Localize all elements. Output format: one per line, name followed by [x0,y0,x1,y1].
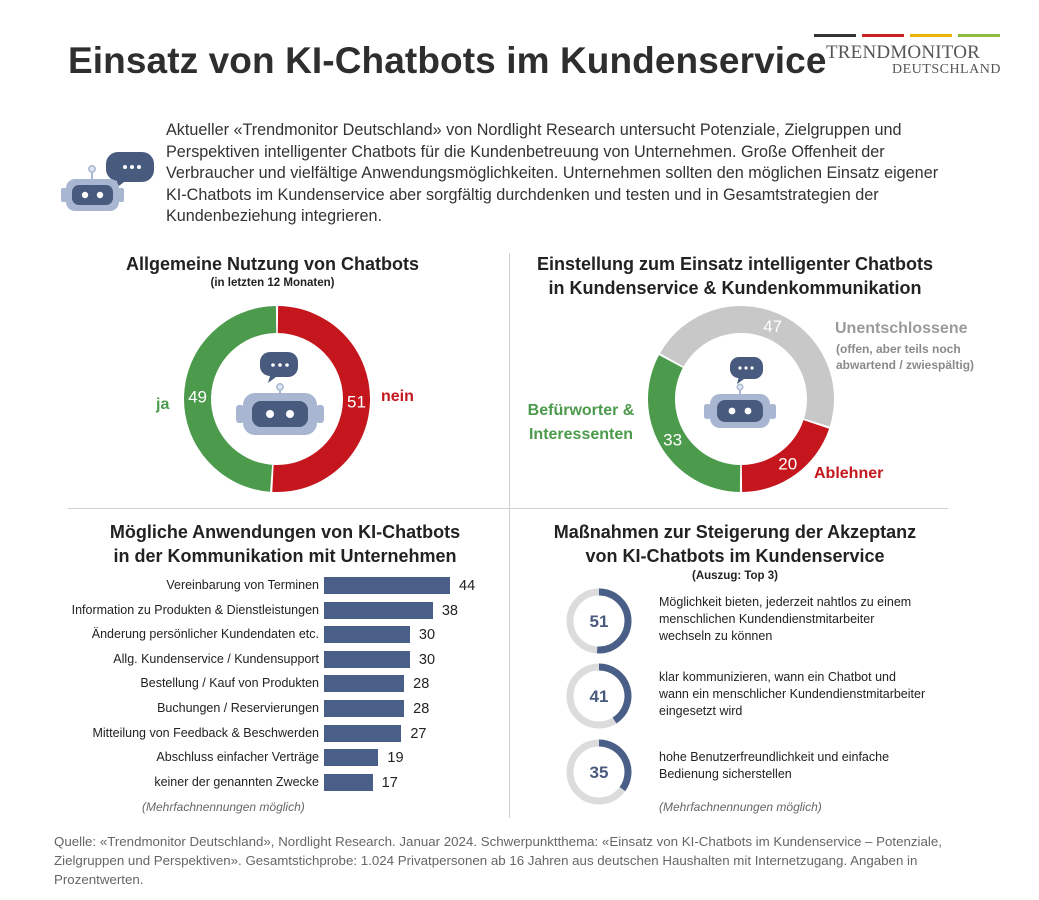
bar [324,626,410,644]
bar [324,724,402,742]
bar-category-label: Allg. Kundenservice / Kundensupport [113,651,319,666]
progress-ring-value: 41 [590,687,609,706]
brand-sub: DEUTSCHLAND [892,62,1001,77]
bar-category-label: Information zu Produkten & Dienstleistun… [71,602,319,617]
progress-ring: 35 [566,739,632,805]
chart4-note: (Mehrfachnennungen möglich) [659,800,822,814]
measure-text: klar kommunizieren, wann ein Chatbot und… [659,670,926,718]
bar-value-label: 28 [413,701,430,717]
bar-category-label: keiner der genannten Zwecke [154,774,319,789]
label-unentschlossene-note: (offen, aber teils noch abwartend / zwie… [836,341,974,373]
bar-value-label: 38 [441,602,458,619]
chart4-title-line2: von KI-Chatbots im Kundenservice [585,546,885,566]
bar-value-label: 28 [413,676,430,693]
ja-slice [183,306,277,492]
bar-value-label: 30 [418,651,436,668]
befuerworter-slice [648,355,741,492]
ablehner-value-label: 20 [778,454,797,473]
brand-color-lines [814,34,1000,37]
chart2-title-line1: Einstellung zum Einsatz intelligenter Ch… [536,254,934,274]
bar-value-label: 44 [459,578,476,594]
label-ja: ja [156,396,170,413]
brand-line-3 [910,34,952,37]
page-title: Einsatz von KI-Chatbots im Kundenservice [68,40,827,81]
unentschlossene-slice [660,306,834,427]
nein-slice [272,306,370,492]
brand-line-4 [958,34,1000,37]
label-befuerworter-1: Befürworter & [527,402,635,419]
brand-name: TRENDMONITOR [826,42,981,63]
chart1-subtitle: (in letzten 12 Monaten) [210,277,335,289]
progress-ring-value: 51 [590,612,609,631]
label-unentschlossene-note-1: (offen, aber teils noch [836,342,961,356]
chart3-note: (Mehrfachnennungen möglich) [142,800,305,814]
donut-chart-attitude: 47 20 33 [648,306,834,492]
nein-value-label: 51 [347,392,366,411]
progress-ring-value: 35 [590,763,609,782]
progress-ring: 41 [566,663,632,729]
bar-value-label: 27 [410,725,427,742]
bar [324,749,379,767]
progress-ring: 51 [566,588,632,654]
label-befuerworter: Befürworter & Interessenten [522,399,640,447]
label-unentschlossene-note-2: abwartend / zwiespältig) [836,358,975,372]
chatbot-icon-center-2 [704,357,776,428]
ablehner-slice [741,420,830,492]
ja-value-label: 49 [188,388,207,407]
chart4-title-line1: Maßnahmen zur Steigerung der Akzeptanz [553,522,917,542]
bar-category-label: Änderung persönlicher Kundendaten etc. [91,627,319,642]
label-befuerworter-2: Interessenten [528,426,634,443]
progress-ring-fill [596,588,632,654]
chatbot-icon-center [236,352,324,435]
donut-chart-usage: 49 51 [183,306,370,492]
label-ablehner: Ablehner [814,465,884,482]
chart3-title-line1: Mögliche Anwendungen von KI-Chatbots [109,522,461,542]
brand-line-2 [862,34,904,37]
bar-category-label: Buchungen / Reservierungen [157,701,319,715]
bar-category-label: Vereinbarung von Terminen [166,578,319,592]
progress-ring-fill [598,663,632,724]
measure-text: hohe Benutzerfreundlichkeit und einfache… [659,750,890,781]
brand-line-1 [814,34,856,37]
chart2-title-line2: in Kundenservice & Kundenkommunikation [548,278,922,298]
label-nein: nein [381,388,414,405]
bar-value-label: 17 [381,774,398,791]
source-note: Quelle: «Trendmonitor Deutschland», Nord… [54,834,942,887]
chatbot-icon [61,152,154,211]
bar [324,577,450,594]
vertical-divider [509,253,510,818]
bar-category-label: Abschluss einfacher Verträge [156,750,319,765]
chart3-title-line2: in der Kommunikation mit Unternehmen [113,546,457,566]
bar-value-label: 30 [418,627,436,644]
chart4-subtitle: (Auszug: Top 3) [691,570,779,582]
label-unentschlossene: Unentschlossene [835,320,968,337]
horizontal-divider [68,508,948,509]
bar-category-label: Mitteilung von Feedback & Beschwerden [92,725,319,740]
intro-text: Aktueller «Trendmonitor Deutschland» von… [166,121,939,225]
befuerworter-value-label: 33 [663,430,682,449]
bar [324,601,433,619]
progress-ring-fill [598,739,632,792]
bar-value-label: 19 [387,750,404,767]
bar [324,650,410,668]
chart1-title: Allgemeine Nutzung von Chatbots [125,254,419,274]
brand-logo: TRENDMONITOR DEUTSCHLAND [812,34,1012,84]
bar [324,773,373,791]
measure-text: Möglichkeit bieten, jederzeit nahtlos zu… [659,595,912,643]
bar-category-label: Bestellung / Kauf von Produkten [140,676,319,691]
bar [324,700,405,717]
bar [324,675,405,693]
unentschlossene-value-label: 47 [763,317,782,336]
